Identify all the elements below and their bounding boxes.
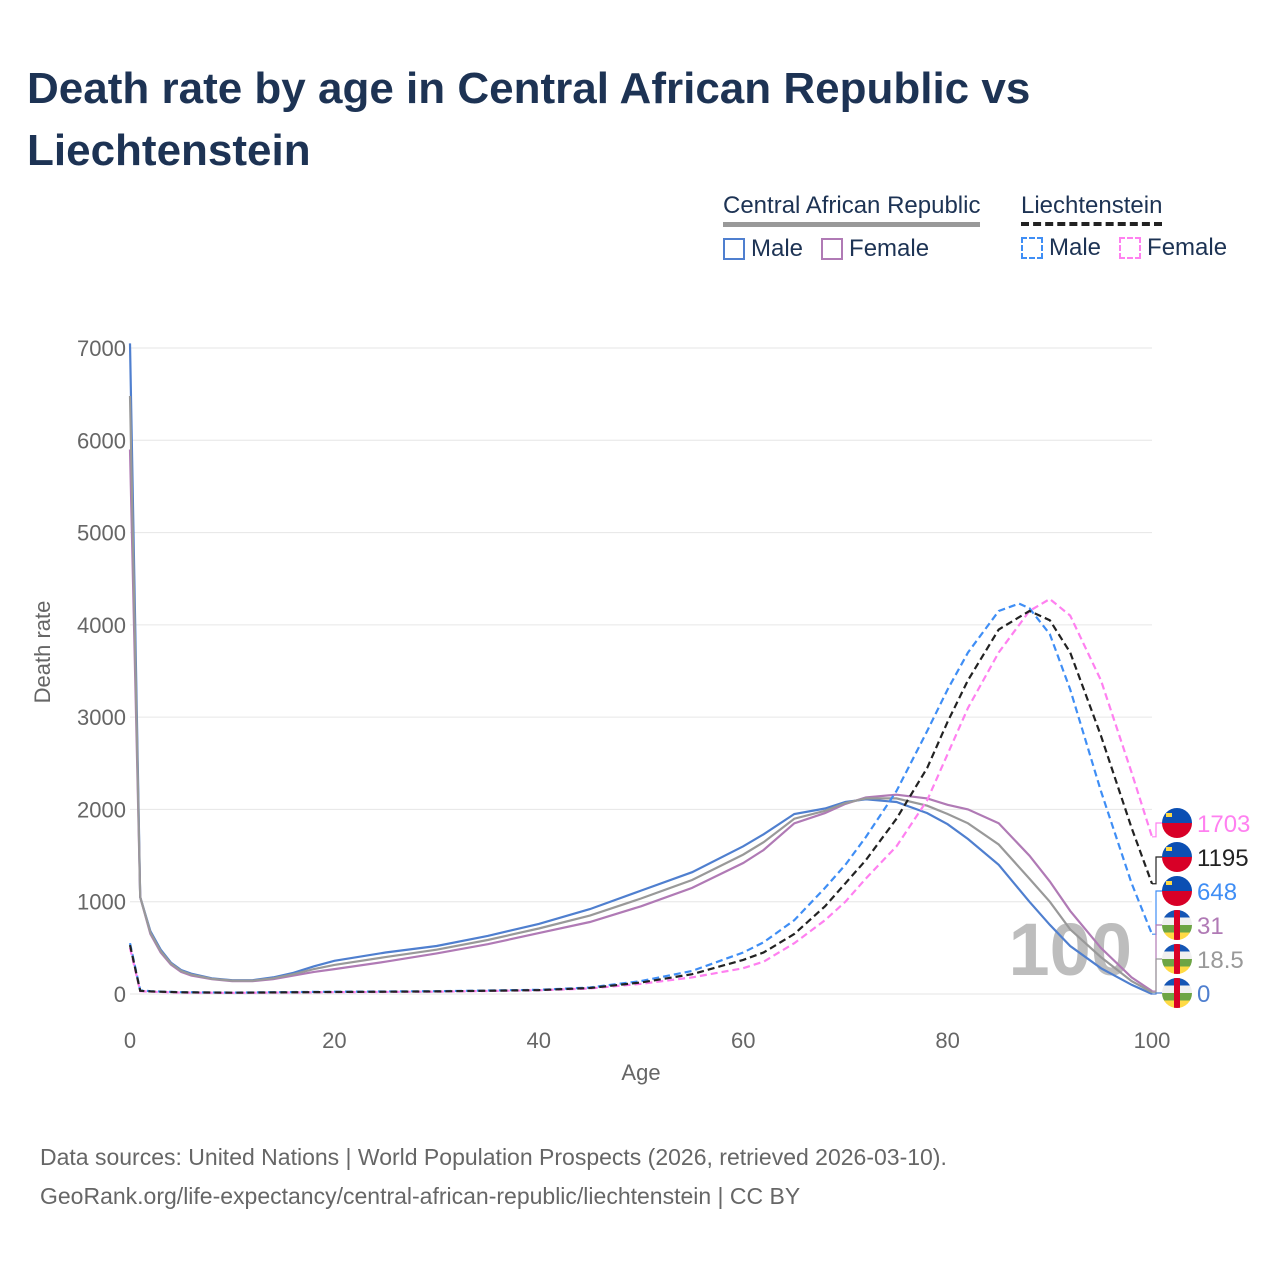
series-line <box>128 395 1153 994</box>
label-connector <box>1152 924 1162 992</box>
end-value-label: 18.5 <box>1197 947 1244 974</box>
series-line <box>128 602 1154 994</box>
liechtenstein-flag-icon <box>1162 876 1192 906</box>
legend-group-title: Central African Republic <box>723 192 981 227</box>
x-axis-label: Age <box>621 1060 660 1085</box>
source-line: Data sources: United Nations | World Pop… <box>40 1144 947 1170</box>
y-tick-label: 1000 <box>77 890 126 915</box>
y-tick-label: 6000 <box>77 428 126 453</box>
label-connector <box>1152 890 1162 935</box>
y-tick-label: 7000 <box>77 336 126 361</box>
swatch-icon <box>1119 237 1142 259</box>
car-flag-icon <box>1162 910 1192 940</box>
x-tick-label: 60 <box>731 1028 755 1053</box>
car-flag-icon <box>1162 944 1192 974</box>
legend-car: Central African Republic Male Female <box>723 192 981 263</box>
legend-car-male[interactable]: Male <box>723 235 803 263</box>
liechtenstein-flag-icon <box>1162 808 1192 838</box>
age-highlight: 100 <box>1009 908 1132 991</box>
label-connector <box>1152 958 1162 993</box>
source-note: Data sources: United Nations | World Pop… <box>40 1138 947 1216</box>
y-tick-label: 4000 <box>77 613 126 638</box>
swatch-icon <box>723 238 745 260</box>
label-connector <box>1152 856 1162 885</box>
legend-li: Liechtenstein Male Female <box>1021 192 1227 262</box>
legend-group-title: Liechtenstein <box>1021 192 1163 226</box>
liechtenstein-flag-icon <box>1162 842 1192 872</box>
swatch-icon <box>821 238 844 260</box>
car-flag-icon <box>1162 978 1192 1008</box>
x-tick-label: 80 <box>935 1028 959 1053</box>
series-line <box>128 597 1154 995</box>
x-tick-label: 40 <box>527 1028 551 1053</box>
label-connector <box>1152 822 1162 838</box>
x-tick-label: 0 <box>124 1028 136 1053</box>
series-line <box>128 449 1153 993</box>
legend-label: Male <box>1049 234 1102 261</box>
x-tick-label: 100 <box>1134 1028 1171 1053</box>
label-connector <box>1152 992 1162 995</box>
y-tick-label: 2000 <box>77 797 126 822</box>
y-axis-label: Death rate <box>30 601 55 704</box>
legend-car-female[interactable]: Female <box>821 235 929 263</box>
series-line <box>128 343 1153 996</box>
legend-label: Female <box>1147 234 1228 261</box>
end-value-label: 0 <box>1197 981 1210 1008</box>
source-link[interactable]: GeoRank.org/life-expectancy/central-afri… <box>40 1183 801 1209</box>
swatch-icon <box>1021 237 1043 259</box>
x-tick-label: 20 <box>322 1028 346 1053</box>
chart-title: Death rate by age in Central African Rep… <box>27 64 1031 175</box>
series-line <box>128 609 1154 994</box>
end-value-label: 1195 <box>1197 845 1249 872</box>
end-value-label: 1703 <box>1197 811 1250 838</box>
legend-li-female[interactable]: Female <box>1119 234 1227 262</box>
legend-label: Male <box>751 235 804 262</box>
legend-label: Female <box>849 235 930 262</box>
end-value-label: 648 <box>1197 879 1237 906</box>
end-value-label: 31 <box>1197 913 1224 940</box>
legend-li-male[interactable]: Male <box>1021 234 1101 262</box>
y-tick-label: 0 <box>114 982 126 1007</box>
y-tick-label: 5000 <box>77 521 126 546</box>
y-tick-label: 3000 <box>77 705 126 730</box>
